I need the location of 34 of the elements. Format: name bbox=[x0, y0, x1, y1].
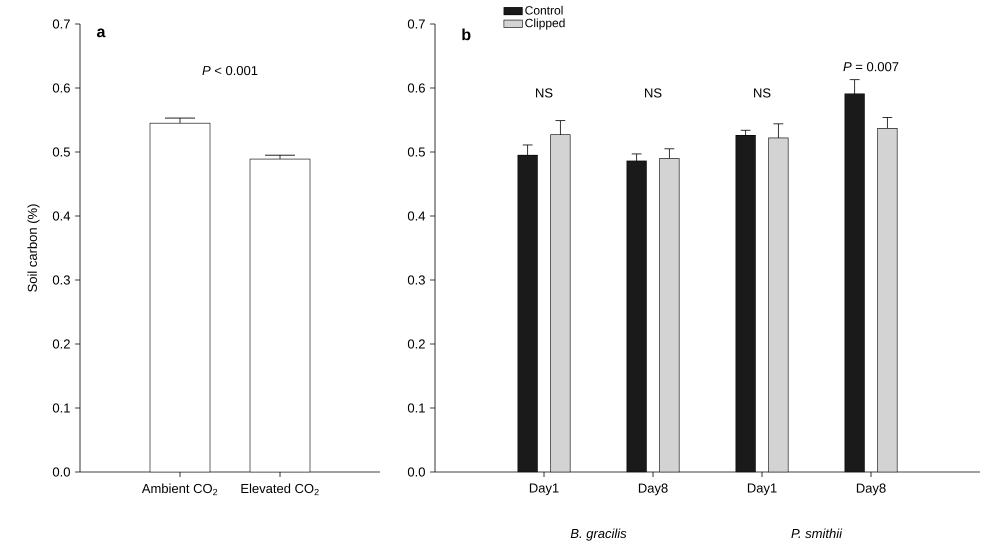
annotation: NS bbox=[536, 88, 552, 98]
y-axis-title: Soil carbon (%) bbox=[27, 204, 40, 292]
y-tick-label: 0.6 bbox=[408, 83, 425, 93]
y-tick-label: 0.2 bbox=[52, 339, 70, 349]
annotation: P = 0.007 bbox=[843, 62, 898, 72]
y-tick-label: 0.6 bbox=[52, 83, 70, 93]
y-tick-label: 0.4 bbox=[52, 211, 70, 221]
y-tick-label: 0.3 bbox=[408, 275, 425, 285]
y-tick-label: 0.1 bbox=[52, 403, 70, 413]
x-tick-label: Day1 bbox=[530, 484, 559, 496]
y-tick-label: 0.1 bbox=[408, 403, 425, 413]
x-tick-label: Day8 bbox=[638, 484, 668, 496]
text: P. smithii bbox=[791, 528, 842, 538]
x-tick-label: Day1 bbox=[748, 484, 777, 496]
y-tick-label: 0.3 bbox=[52, 275, 70, 285]
y-tick-label: 0.7 bbox=[408, 19, 425, 29]
annotation: P < 0.001 bbox=[202, 66, 258, 76]
y-tick-label: 0.4 bbox=[408, 211, 426, 221]
annotation: NS bbox=[645, 88, 662, 98]
chart-title: a bbox=[97, 28, 106, 38]
legend-label: Clipped bbox=[525, 18, 565, 30]
y-tick-label: 0.0 bbox=[52, 467, 70, 477]
y-tick-label: 0.2 bbox=[408, 339, 425, 349]
annotation: NS bbox=[754, 88, 770, 98]
y-tick-label: 0.0 bbox=[408, 467, 425, 477]
x-tick-label: Ambient CO$_{2}$ bbox=[142, 484, 218, 496]
x-tick-label: Elevated CO$_{2}$ bbox=[241, 484, 319, 496]
text: B. gracilis bbox=[570, 528, 626, 541]
x-tick-label: Day8 bbox=[856, 484, 886, 496]
legend-label: Control bbox=[525, 6, 563, 15]
y-tick-label: 0.5 bbox=[52, 147, 70, 157]
y-tick-label: 0.7 bbox=[52, 19, 70, 29]
y-tick-label: 0.5 bbox=[408, 147, 425, 157]
chart-title: b bbox=[462, 28, 470, 40]
